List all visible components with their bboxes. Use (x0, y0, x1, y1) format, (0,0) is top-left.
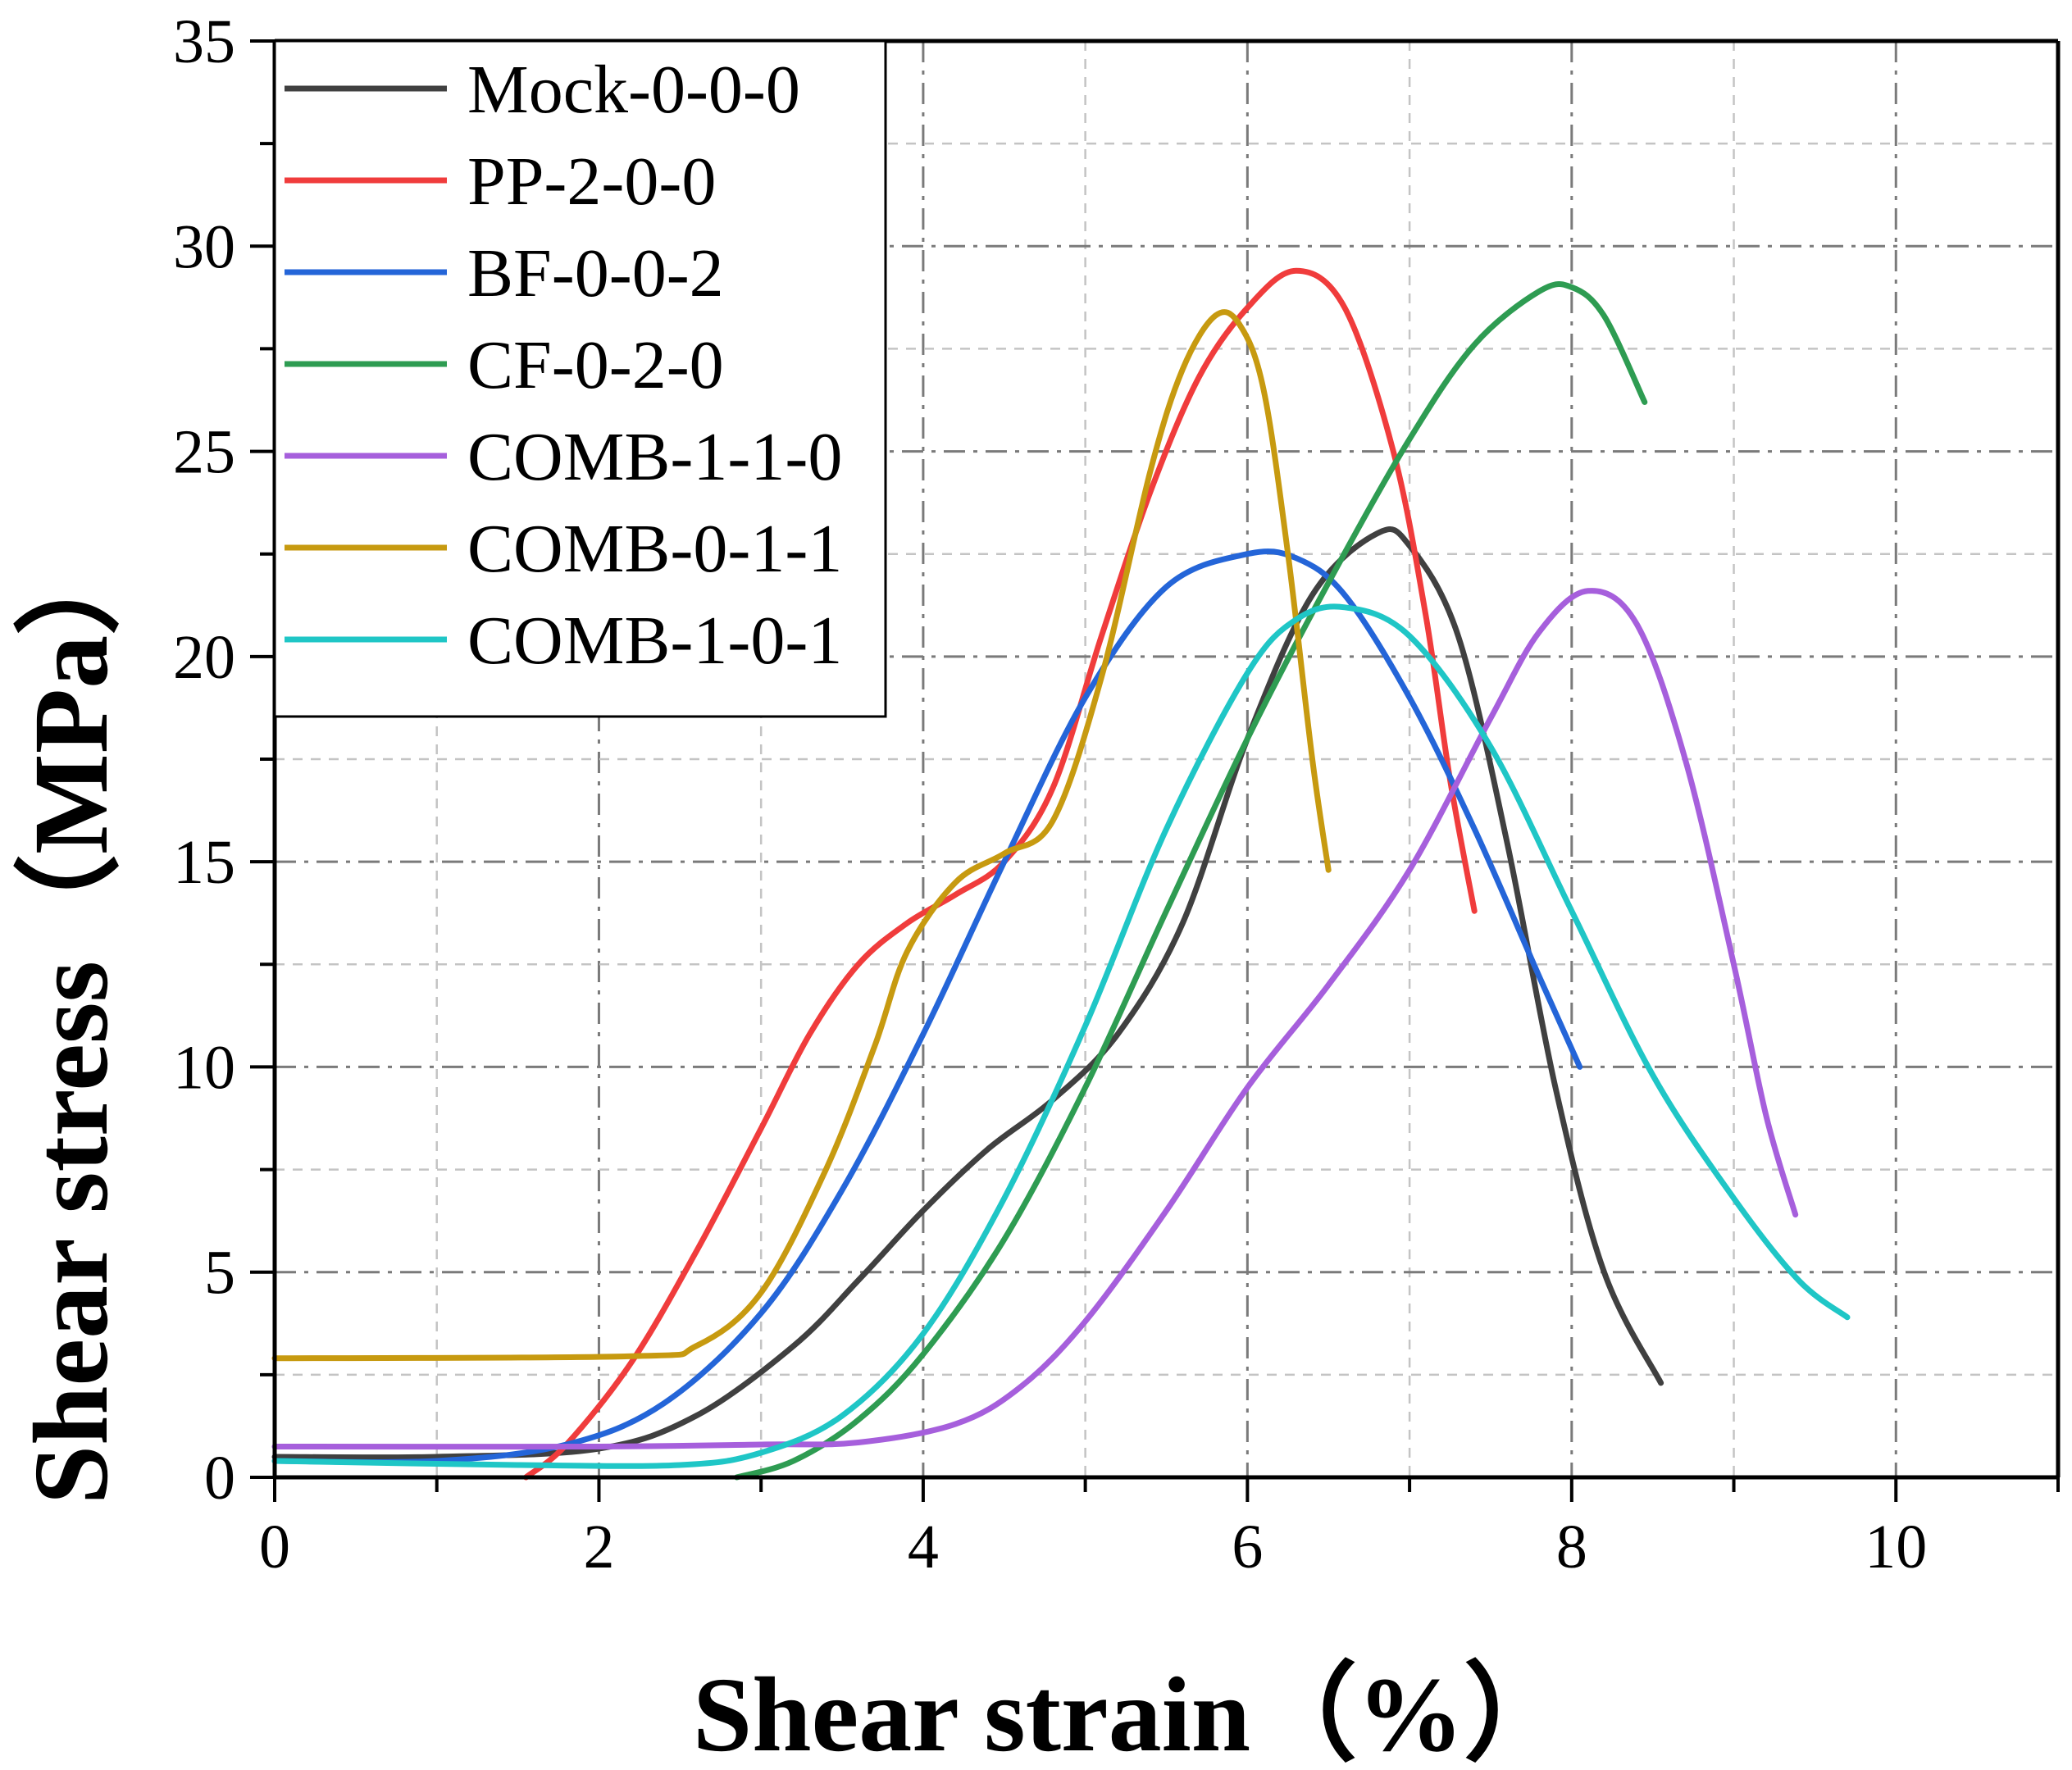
legend-label-bf-0-0-2: BF-0-0-2 (467, 235, 724, 312)
y-axis-title: Shear stress（MPa） (12, 529, 130, 1504)
series-line-comb-1-0-1 (275, 607, 1847, 1466)
x-tick-label: 0 (259, 1513, 290, 1581)
x-tick-label: 8 (1556, 1513, 1587, 1581)
y-tick-label: 25 (173, 418, 235, 487)
y-tick-label: 10 (173, 1033, 235, 1102)
y-tick-label: 20 (173, 623, 235, 692)
y-tick-label: 35 (173, 7, 235, 76)
x-tick-label: 10 (1865, 1513, 1927, 1581)
y-tick-label: 0 (204, 1444, 235, 1513)
x-tick-label: 4 (908, 1513, 939, 1581)
legend-label-cf-0-2-0: CF-0-2-0 (467, 327, 724, 403)
series-line-comb-1-1-0 (275, 591, 1796, 1447)
y-tick-label: 15 (173, 828, 235, 897)
x-tick-label: 2 (583, 1513, 614, 1581)
y-tick-label: 5 (204, 1239, 235, 1308)
x-tick-label: 6 (1232, 1513, 1263, 1581)
legend-label-mock-0-0-0: Mock-0-0-0 (467, 52, 800, 128)
y-tick-label: 30 (173, 212, 235, 281)
legend-label-pp-2-0-0: PP-2-0-0 (467, 143, 716, 220)
legend-label-comb-1-0-1: COMB-1-0-1 (467, 603, 842, 679)
legend: Mock-0-0-0 PP-2-0-0 BF-0-0-2 CF-0-2-0 COMB-1… (275, 41, 886, 717)
x-axis-title: Shear strain（%） (693, 1656, 1570, 1770)
legend-label-comb-1-1-0: COMB-1-1-0 (467, 419, 842, 495)
shear-stress-strain-chart: 0 2 4 6 8 10 0 5 10 15 20 25 30 35 Mock-0-0-0 PP-2-0-0… (0, 0, 2072, 1770)
legend-label-comb-0-1-1: COMB-0-1-1 (467, 511, 842, 587)
